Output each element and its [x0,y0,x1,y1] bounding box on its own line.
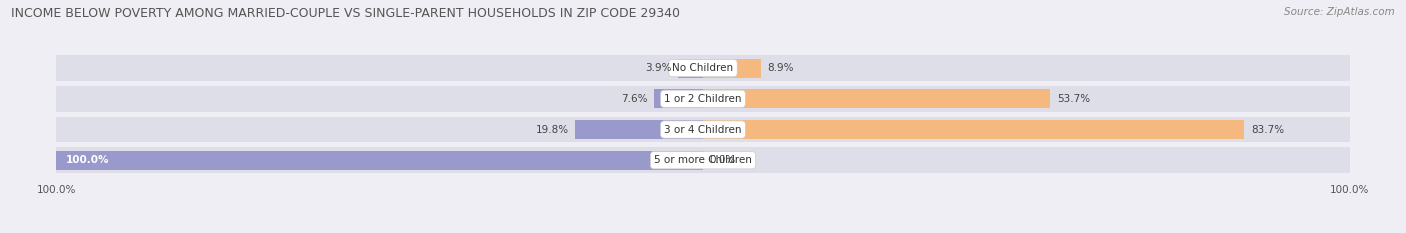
Bar [56,117,703,142]
Text: 100.0%: 100.0% [66,155,110,165]
Text: 5 or more Children: 5 or more Children [654,155,752,165]
Text: 8.9%: 8.9% [768,63,793,73]
Bar [703,55,1350,81]
Bar [703,120,1244,139]
Text: Source: ZipAtlas.com: Source: ZipAtlas.com [1284,7,1395,17]
Bar [575,120,703,139]
Text: 83.7%: 83.7% [1251,124,1284,134]
Bar [56,86,703,112]
Text: 7.6%: 7.6% [621,94,647,104]
Text: 3.9%: 3.9% [645,63,671,73]
Bar [703,86,1350,112]
Bar [703,89,1050,108]
Text: 3 or 4 Children: 3 or 4 Children [664,124,742,134]
Text: No Children: No Children [672,63,734,73]
Bar [703,147,1350,173]
Bar [654,89,703,108]
Text: 0.0%: 0.0% [710,155,735,165]
Text: 1 or 2 Children: 1 or 2 Children [664,94,742,104]
Bar [56,151,703,170]
Bar [678,58,703,78]
Text: 19.8%: 19.8% [536,124,568,134]
Bar [703,58,761,78]
Bar [703,117,1350,142]
Text: 53.7%: 53.7% [1057,94,1090,104]
Bar [56,55,703,81]
Bar [56,147,703,173]
Text: INCOME BELOW POVERTY AMONG MARRIED-COUPLE VS SINGLE-PARENT HOUSEHOLDS IN ZIP COD: INCOME BELOW POVERTY AMONG MARRIED-COUPL… [11,7,681,20]
